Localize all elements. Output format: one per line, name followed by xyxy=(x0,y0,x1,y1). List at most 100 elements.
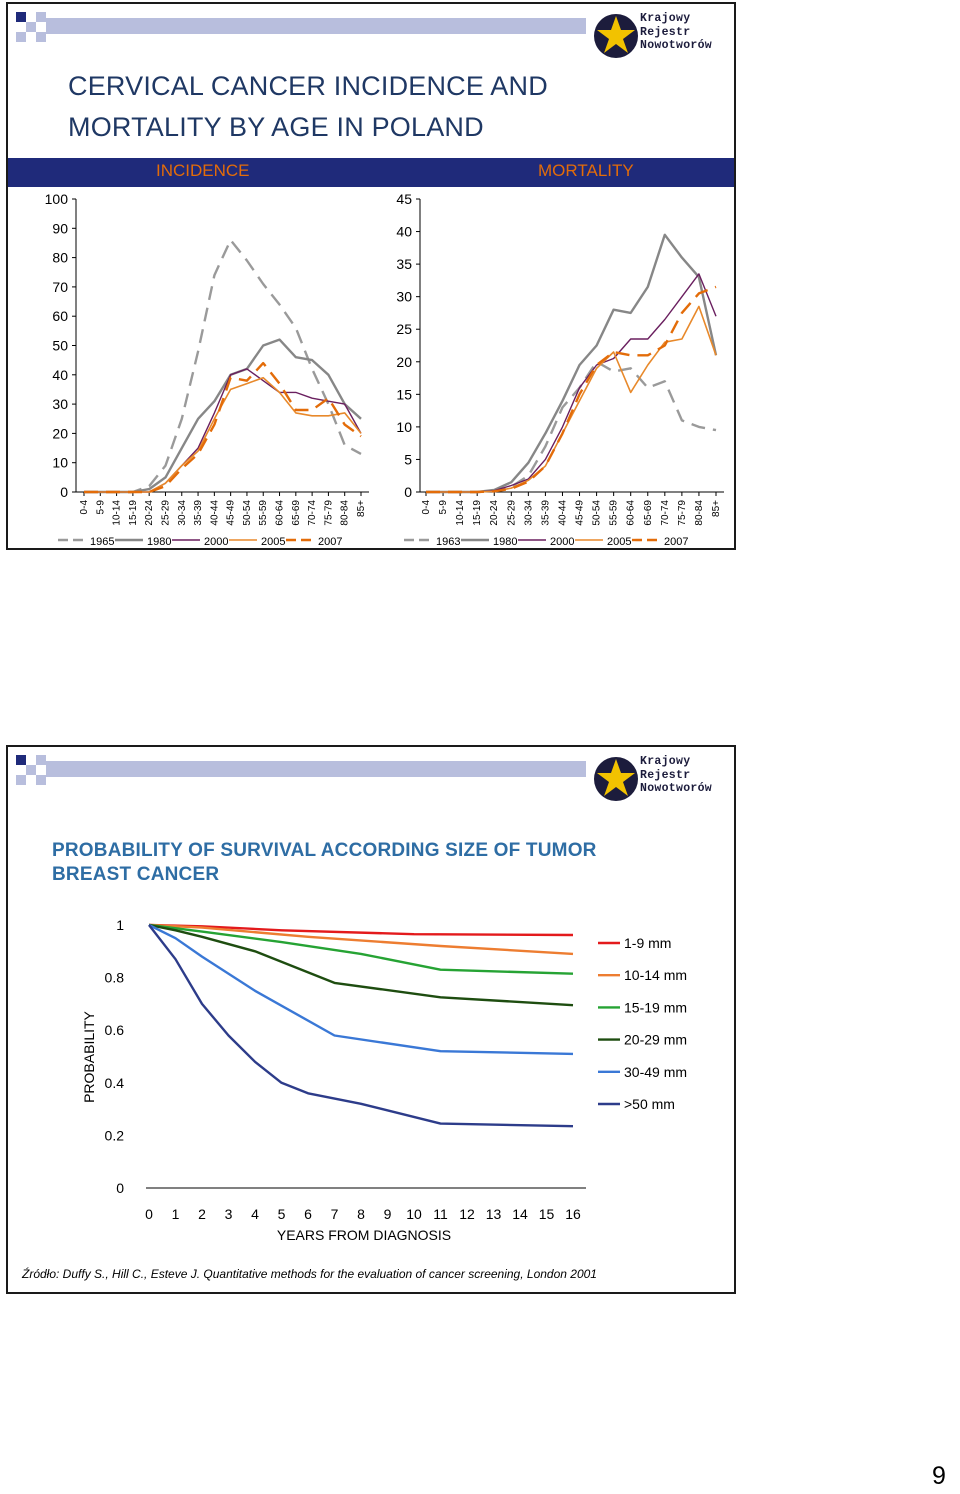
x-tick-label: 14 xyxy=(512,1206,528,1222)
x-tick-label: 30-34 xyxy=(177,500,188,526)
x-tick-label: 16 xyxy=(565,1206,581,1222)
x-tick-label: 40-44 xyxy=(209,500,220,526)
legend-label-2000: 2000 xyxy=(550,536,574,548)
legend-label-10-14 mm: 10-14 mm xyxy=(624,967,687,983)
header-band xyxy=(8,158,734,187)
y-tick-label: 20 xyxy=(52,425,68,441)
y-tick-label: 90 xyxy=(52,220,68,236)
mortality-chart: 0 5 10 15 20 25 30 35 40 45 0-4 5-9 10-14 15-19 20-24 2… xyxy=(396,191,724,548)
x-tick-label: 15-19 xyxy=(472,500,483,526)
x-tick-label: 50-54 xyxy=(592,500,603,526)
x-tick-label: 25-29 xyxy=(160,500,171,526)
series-line-2007 xyxy=(84,361,362,494)
x-tick-label: 25-29 xyxy=(506,500,517,526)
x-tick-label: 20-24 xyxy=(144,500,155,526)
x-tick-label: 5-9 xyxy=(438,500,449,515)
slide-decoration xyxy=(16,755,586,785)
series-line-20-29 mm xyxy=(148,923,574,1007)
x-tick-label: 55-59 xyxy=(258,500,269,526)
y-tick-label: 15 xyxy=(396,386,412,402)
series-line-15-19 mm xyxy=(148,923,574,975)
legend-label-2007: 2007 xyxy=(318,536,342,548)
x-tick-label: 4 xyxy=(251,1206,259,1222)
y-tick-label: 0.4 xyxy=(105,1075,125,1091)
x-tick-label: 0 xyxy=(145,1206,153,1222)
y-tick-label: 35 xyxy=(396,256,412,272)
x-tick-label: 30-34 xyxy=(523,500,534,526)
y-tick-label: 0 xyxy=(60,484,68,500)
y-tick-label: 70 xyxy=(52,279,68,295)
x-tick-label: 3 xyxy=(225,1206,233,1222)
x-axis-title: YEARS FROM DIAGNOSIS xyxy=(277,1227,451,1243)
y-tick-label: 20 xyxy=(396,354,412,370)
x-tick-label: 12 xyxy=(459,1206,475,1222)
legend-label-1963: 1963 xyxy=(436,536,460,548)
mortality-label: MORTALITY xyxy=(538,161,634,180)
x-tick-label: 35-39 xyxy=(193,500,204,526)
y-tick-label: 40 xyxy=(396,224,412,240)
x-tick-label: 1 xyxy=(172,1206,180,1222)
series-line-10-14 mm xyxy=(148,923,574,956)
y-tick-label: 60 xyxy=(52,308,68,324)
y-tick-label: 50 xyxy=(52,338,68,354)
y-axis-title: PROBABILITY xyxy=(81,1010,97,1102)
legend-label-20-29 mm: 20-29 mm xyxy=(624,1032,687,1048)
y-tick-label: 1 xyxy=(116,917,124,933)
y-tick-label: 0.6 xyxy=(105,1022,125,1038)
krajowy-rejestr-logo: Krajowy Rejestr Nowotworów xyxy=(592,8,730,64)
y-tick-label: 45 xyxy=(396,191,412,207)
x-tick-label: 75-79 xyxy=(323,500,334,526)
x-tick-label: 80-84 xyxy=(694,500,705,526)
krajowy-rejestr-logo: Krajowy Rejestr Nowotworów xyxy=(592,751,730,807)
x-tick-label: 55-59 xyxy=(609,500,620,526)
x-tick-label: 13 xyxy=(486,1206,502,1222)
x-tick-label: 0-4 xyxy=(79,500,90,515)
y-tick-label: 100 xyxy=(45,191,69,207)
x-tick-label: 10-14 xyxy=(455,500,466,526)
series-line-2007 xyxy=(426,285,717,494)
x-tick-label: 10 xyxy=(406,1206,422,1222)
y-tick-label: 0.8 xyxy=(105,970,125,986)
legend-label-1980: 1980 xyxy=(493,536,517,548)
series-line->50 mm xyxy=(148,924,574,1128)
x-tick-label: 65-69 xyxy=(643,500,654,526)
x-tick-label: 40-44 xyxy=(557,500,568,526)
source-caption: Źródło: Duffy S., Hill C., Esteve J. Qua… xyxy=(22,1267,597,1281)
x-tick-label: 6 xyxy=(304,1206,312,1222)
y-tick-label: 10 xyxy=(52,455,68,471)
legend-label-2005: 2005 xyxy=(607,536,631,548)
legend-label-1965: 1965 xyxy=(90,536,114,548)
x-tick-label: 10-14 xyxy=(112,500,123,526)
x-tick-label: 0-4 xyxy=(421,500,432,515)
x-tick-label: 80-84 xyxy=(340,500,351,526)
x-tick-label: 11 xyxy=(433,1206,448,1222)
y-tick-label: 0 xyxy=(404,484,412,500)
legend-label-15-19 mm: 15-19 mm xyxy=(624,999,687,1015)
x-tick-label: 45-49 xyxy=(575,500,586,526)
x-tick-label: 45-49 xyxy=(226,500,237,526)
legend-label-2005: 2005 xyxy=(261,536,285,548)
survival-chart: 00.20.40.60.810 1 2 3 4 5 6 7 8 9 10 11 12 13 14 15 16YE… xyxy=(81,917,687,1243)
legend-label-2000: 2000 xyxy=(204,536,228,548)
legend-label->50 mm: >50 mm xyxy=(624,1096,675,1112)
y-tick-label: 5 xyxy=(404,451,412,467)
slide-cervical-cancer: Krajowy Rejestr Nowotworów CERVICAL CANC… xyxy=(6,2,736,550)
x-tick-label: 85+ xyxy=(356,500,367,517)
incidence-chart: 0 10 20 30 40 50 60 70 80 90 100 0-4 5-9 10-14 15-19 20… xyxy=(45,191,369,548)
x-tick-label: 15 xyxy=(539,1206,555,1222)
x-tick-label: 2 xyxy=(198,1206,206,1222)
x-tick-label: 50-54 xyxy=(242,500,253,526)
slide-decoration xyxy=(16,12,586,42)
series-line-30-49 mm xyxy=(148,923,574,1056)
incidence-label: INCIDENCE xyxy=(156,161,250,180)
y-tick-label: 40 xyxy=(52,367,68,383)
page-number: 9 xyxy=(932,1462,946,1490)
y-tick-label: 30 xyxy=(396,289,412,305)
series-line-1980 xyxy=(426,233,718,494)
slide-title: CERVICAL CANCER INCIDENCE AND MORTALITY … xyxy=(68,71,548,142)
x-tick-label: 20-24 xyxy=(489,500,500,526)
x-tick-label: 5-9 xyxy=(95,500,106,515)
y-tick-label: 10 xyxy=(396,419,412,435)
legend-label-2007: 2007 xyxy=(664,536,688,548)
